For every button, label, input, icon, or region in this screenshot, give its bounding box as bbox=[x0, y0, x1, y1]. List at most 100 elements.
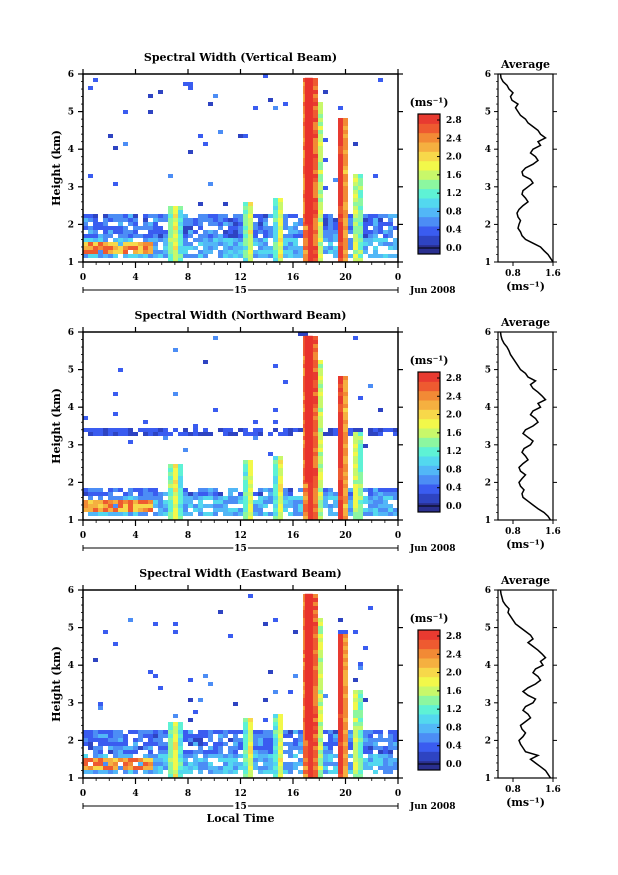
heatmap-cell bbox=[318, 436, 323, 440]
heatmap-cell bbox=[338, 250, 343, 254]
heatmap-cell bbox=[133, 730, 138, 734]
heatmap-cell bbox=[358, 206, 363, 210]
heatmap-cell bbox=[168, 242, 173, 246]
x-tick-label: 0 bbox=[395, 789, 401, 799]
heatmap-cell bbox=[393, 492, 398, 496]
heatmap-cell bbox=[113, 754, 118, 758]
heatmap-cell bbox=[343, 750, 348, 754]
heatmap-cell bbox=[248, 468, 253, 472]
heatmap-cell bbox=[368, 758, 373, 762]
heatmap-cell bbox=[358, 762, 363, 766]
heatmap-cell bbox=[118, 746, 123, 750]
heatmap-cell bbox=[348, 508, 353, 512]
heatmap-cell bbox=[303, 332, 308, 336]
heatmap-cell bbox=[313, 154, 318, 158]
heatmap-cell bbox=[163, 234, 168, 238]
heatmap-cell bbox=[273, 718, 278, 722]
heatmap-cell bbox=[373, 222, 378, 226]
heatmap-cell bbox=[388, 746, 393, 750]
heatmap-cell bbox=[378, 218, 383, 222]
heatmap-cell bbox=[208, 432, 213, 436]
heatmap-cell bbox=[353, 698, 358, 702]
heatmap-cell bbox=[313, 472, 318, 476]
heatmap-cell bbox=[118, 750, 123, 754]
heatmap-cell bbox=[153, 428, 158, 432]
heatmap-cell bbox=[353, 504, 358, 508]
heatmap-cell bbox=[108, 234, 113, 238]
heatmap-cell bbox=[358, 476, 363, 480]
heatmap-cell bbox=[313, 456, 318, 460]
heatmap-cell bbox=[318, 368, 323, 372]
heatmap-cell bbox=[198, 762, 203, 766]
heatmap-cell bbox=[313, 440, 318, 444]
heatmap-cell bbox=[153, 238, 158, 242]
heatmap-cell bbox=[103, 762, 108, 766]
heatmap-cell bbox=[348, 254, 353, 258]
heatmap-cell bbox=[358, 452, 363, 456]
colorbar-segment bbox=[418, 437, 440, 448]
heatmap-cell bbox=[83, 762, 88, 766]
heatmap-cell bbox=[148, 242, 153, 246]
heatmap-cell bbox=[318, 416, 323, 420]
heatmap-cell bbox=[313, 94, 318, 98]
heatmap-cell bbox=[328, 214, 333, 218]
heatmap-cell bbox=[338, 750, 343, 754]
heatmap-cell bbox=[353, 182, 358, 186]
heatmap-cell bbox=[343, 738, 348, 742]
heatmap-cell bbox=[173, 726, 178, 730]
heatmap-cell bbox=[93, 234, 98, 238]
heatmap-cell bbox=[368, 432, 373, 436]
heatmap-cell bbox=[333, 762, 338, 766]
heatmap-cell bbox=[313, 432, 318, 436]
heatmap-cell bbox=[343, 452, 348, 456]
heatmap-cell bbox=[343, 666, 348, 670]
heatmap-cell bbox=[173, 774, 178, 778]
heatmap-cell bbox=[318, 452, 323, 456]
heatmap-cell bbox=[338, 206, 343, 210]
heatmap-cell bbox=[248, 774, 253, 778]
heatmap-cell bbox=[313, 774, 318, 778]
heatmap-cell bbox=[358, 222, 363, 226]
heatmap-cell bbox=[83, 226, 88, 230]
heatmap-cell bbox=[133, 746, 138, 750]
heatmap-cell bbox=[313, 198, 318, 202]
heatmap-cell bbox=[98, 758, 103, 762]
heatmap-cell bbox=[338, 134, 343, 138]
heatmap-cell bbox=[238, 214, 243, 218]
heatmap-cell bbox=[348, 214, 353, 218]
heatmap-cell bbox=[338, 146, 343, 150]
heatmap-cell bbox=[273, 770, 278, 774]
heatmap-cell bbox=[108, 508, 113, 512]
heatmap-cell bbox=[158, 218, 163, 222]
heatmap-cell bbox=[228, 250, 233, 254]
heatmap-cell bbox=[238, 508, 243, 512]
heatmap-cell bbox=[353, 512, 358, 516]
heatmap-cell bbox=[113, 508, 118, 512]
heatmap-cell bbox=[368, 742, 373, 746]
heatmap-cell bbox=[343, 746, 348, 750]
heatmap-cell bbox=[288, 226, 293, 230]
heatmap-cell bbox=[278, 472, 283, 476]
heatmap-cell bbox=[278, 222, 283, 226]
heatmap-cell bbox=[343, 766, 348, 770]
heatmap-cell bbox=[348, 428, 353, 432]
panel-title: Spectral Width (Northward Beam) bbox=[135, 309, 347, 322]
heatmap-cell bbox=[303, 746, 308, 750]
heatmap-cell bbox=[353, 448, 358, 452]
heatmap-cell bbox=[338, 646, 343, 650]
heatmap-cell bbox=[93, 746, 98, 750]
heatmap-cell bbox=[233, 218, 238, 222]
heatmap-cell bbox=[328, 512, 333, 516]
heatmap-cell bbox=[318, 214, 323, 218]
heatmap-cell bbox=[138, 428, 143, 432]
heatmap-cell bbox=[198, 222, 203, 226]
heatmap-cell bbox=[328, 508, 333, 512]
y-axis-label: Height (km) bbox=[50, 646, 63, 722]
heatmap-cell bbox=[313, 134, 318, 138]
heatmap-cell bbox=[213, 218, 218, 222]
heatmap-cell bbox=[183, 238, 188, 242]
heatmap-cell bbox=[338, 464, 343, 468]
heatmap-cell bbox=[343, 202, 348, 206]
heatmap-cell bbox=[348, 432, 353, 436]
heatmap-cell bbox=[353, 754, 358, 758]
